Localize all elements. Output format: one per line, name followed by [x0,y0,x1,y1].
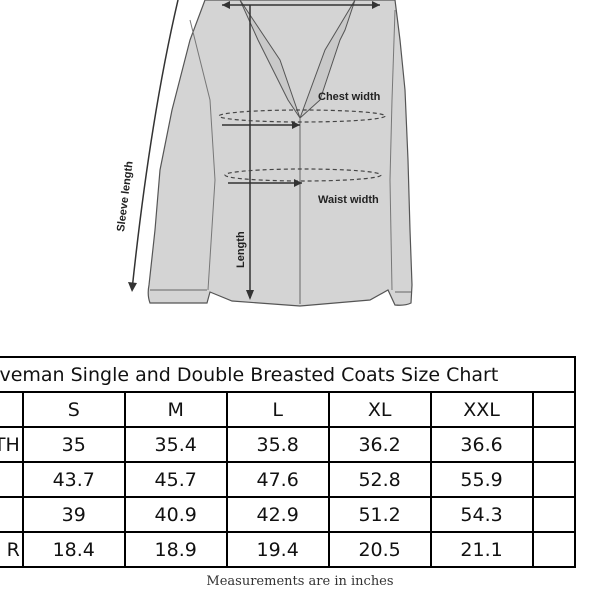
table-cell: 40.9 [123,496,228,533]
length-label: Length [235,231,247,268]
table-cell: 36.2 [327,426,432,463]
arrow-head [292,121,300,129]
table-cell: 54.3 [429,496,534,533]
row-label [0,461,24,498]
row-label [0,496,24,533]
header-cell-l: L [225,391,330,428]
header-cell-m: M [123,391,228,428]
table-cell [531,461,577,498]
table-cell: 45.7 [123,461,228,498]
sleeve-arrow [131,0,179,291]
right-lapel [299,0,356,119]
chest-width-label: Chest width [318,91,381,103]
table-cell [531,531,577,568]
header-cell-xl: XL [327,391,432,428]
table-cell: 42.9 [225,496,330,533]
waist-ellipse [224,168,382,182]
table-row: 43.7 45.7 47.6 52.8 55.9 [0,461,577,498]
arrow-head [128,282,137,292]
table-cell: 19.4 [225,531,330,568]
right-sleeve-seam [389,9,396,291]
table-row: 39 40.9 42.9 51.2 54.3 [0,496,577,533]
title-row: raveman Single and Double Breasted Coats… [0,356,576,393]
measurement-note: Measurements are in inches [206,574,394,589]
table-cell: 35.8 [225,426,330,463]
table-row: TH 35 35.4 35.8 36.2 36.6 [0,426,577,463]
header-cell-xxl: XXL [429,391,534,428]
table-cell [531,426,577,463]
chest-ellipse [218,109,386,123]
coat-diagram: Chest width Waist width Length Sleeve le… [115,0,413,307]
arrow-head [222,1,230,9]
table-cell [531,496,577,533]
arrow-head [294,179,302,187]
table-cell: 36.6 [429,426,534,463]
left-lapel [239,0,301,119]
arrow-head [372,1,380,9]
coat-body [147,0,413,307]
table-cell: 55.9 [429,461,534,498]
size-chart-table: raveman Single and Double Breasted Coats… [0,356,577,568]
table-cell: 35.4 [123,426,228,463]
table-cell: 18.9 [123,531,228,568]
left-sleeve-seam [189,19,216,291]
table-cell: 47.6 [225,461,330,498]
table-cell: 35 [21,426,126,463]
table-cell: 18.4 [21,531,126,568]
header-cell [531,391,577,428]
header-cell [0,391,24,428]
table-cell: 52.8 [327,461,432,498]
header-cell-s: S [21,391,126,428]
table-cell: 20.5 [327,531,432,568]
table-cell: 21.1 [429,531,534,568]
table-row: R 18.4 18.9 19.4 20.5 21.1 [0,531,577,568]
table-cell: 43.7 [21,461,126,498]
row-label: TH [0,426,24,463]
size-chart-title: raveman Single and Double Breasted Coats… [0,356,576,393]
table-cell: 39 [21,496,126,533]
table-cell: 51.2 [327,496,432,533]
row-label: R [0,531,24,568]
waist-width-label: Waist width [318,194,379,206]
header-row: S M L XL XXL [0,391,577,428]
arrow-head [246,290,254,300]
sleeve-length-label: Sleeve length [115,160,136,232]
